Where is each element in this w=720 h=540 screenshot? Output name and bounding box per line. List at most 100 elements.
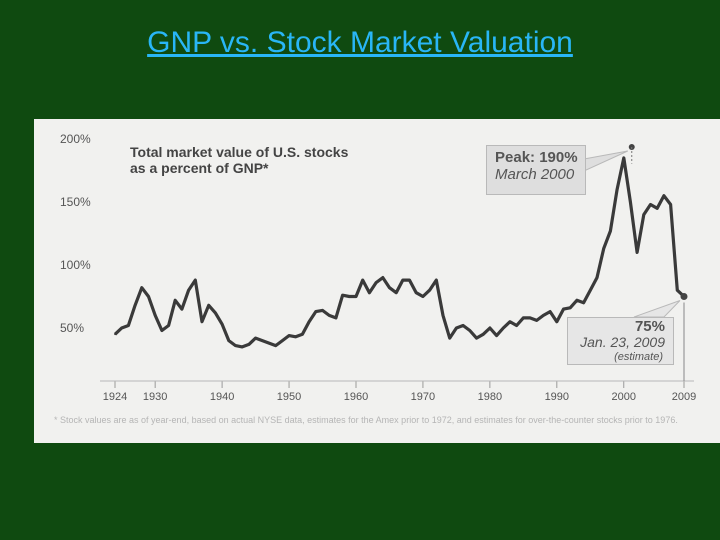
data-point [147, 295, 150, 298]
data-point [201, 320, 203, 323]
latest-callout-note: (estimate) [614, 351, 663, 363]
data-point [602, 247, 605, 250]
data-point [676, 289, 679, 291]
x-tick-label: 1980 [478, 391, 502, 403]
x-tick-label: 1940 [210, 391, 234, 403]
data-point [381, 276, 384, 279]
y-tick-label: 100% [60, 258, 91, 272]
data-point [596, 276, 598, 279]
data-point [221, 323, 223, 326]
chart-title-line-1: Total market value of U.S. stocks [130, 144, 349, 160]
x-axis-ticks: 1924 1930 1940 1950 1960 1970 1980 1990 2000 2009 [103, 381, 696, 403]
x-tick-label: 1930 [143, 391, 167, 403]
data-point [207, 304, 210, 307]
data-point [529, 317, 531, 319]
data-point [509, 320, 511, 323]
data-point [649, 203, 652, 206]
data-point [268, 342, 270, 344]
data-point [542, 314, 545, 317]
data-point [174, 299, 177, 302]
data-point [402, 279, 404, 281]
data-point [468, 329, 471, 332]
data-point [140, 286, 143, 289]
data-point [294, 336, 297, 338]
data-point [214, 312, 217, 314]
data-point [475, 337, 478, 339]
peak-callout: Peak: 190% March 2000 [486, 145, 586, 195]
peak-callout-value: Peak: 190% [495, 149, 578, 166]
data-point [234, 344, 237, 347]
data-point [368, 291, 371, 294]
data-point [428, 289, 431, 291]
x-tick-label: 1970 [411, 391, 435, 403]
data-point [154, 314, 156, 317]
data-point [341, 294, 344, 297]
data-point [328, 314, 331, 317]
data-point [589, 289, 592, 291]
chart-figure: 200% 150% 100% 50% 1924 1930 1940 1950 1960 1970… [34, 119, 720, 443]
data-point [187, 289, 190, 291]
data-point [241, 346, 243, 348]
data-point [375, 281, 377, 284]
data-point [569, 307, 571, 309]
data-point [134, 304, 136, 307]
data-point [194, 279, 197, 281]
data-point [656, 207, 659, 210]
data-point [388, 286, 391, 289]
data-point [442, 314, 444, 317]
data-point [308, 320, 310, 323]
data-point [114, 333, 116, 336]
chart-title: Total market value of U.S. stocks as a p… [130, 144, 430, 176]
chart-svg: 200% 150% 100% 50% 1924 1930 1940 1950 1960 1970… [60, 132, 696, 403]
latest-marker [680, 293, 688, 300]
data-point [448, 337, 451, 339]
data-point [408, 279, 411, 281]
data-point [535, 319, 538, 322]
data-point [335, 317, 337, 319]
data-point [582, 302, 585, 304]
data-point [663, 194, 665, 197]
data-point [248, 343, 250, 346]
data-point [435, 279, 438, 281]
y-tick-label: 150% [60, 195, 91, 209]
data-point [161, 329, 163, 332]
data-point [274, 344, 277, 347]
data-point [288, 334, 290, 337]
data-point [127, 324, 130, 327]
data-point [622, 157, 625, 159]
data-point [609, 230, 612, 232]
data-point [556, 320, 558, 323]
x-tick-label: 2000 [612, 391, 636, 403]
slide-title: GNP vs. Stock Market Valuation [147, 26, 573, 59]
x-tick-label: 1924 [103, 391, 127, 403]
data-point [321, 309, 324, 312]
data-point [355, 295, 357, 298]
x-tick-label: 1950 [277, 391, 301, 403]
data-point [301, 333, 304, 336]
latest-callout: 75% Jan. 23, 2009 (estimate) [567, 317, 674, 365]
data-point [361, 279, 364, 281]
x-tick-label: 1960 [344, 391, 368, 403]
x-tick-label: 2009 [672, 391, 696, 403]
chart-footnote: * Stock values are as of year-end, based… [54, 415, 678, 425]
data-point [549, 310, 551, 313]
data-point [562, 308, 565, 310]
data-point [669, 203, 672, 206]
latest-callout-date: Jan. 23, 2009 [580, 334, 665, 350]
data-point [181, 308, 183, 310]
data-point [348, 295, 351, 298]
data-point [629, 201, 632, 203]
data-point [522, 317, 525, 319]
peak-callout-date: March 2000 [495, 166, 575, 183]
data-point [515, 324, 518, 327]
data-point [482, 333, 484, 336]
data-point [455, 327, 458, 329]
data-point [489, 327, 491, 329]
y-tick-label: 200% [60, 132, 91, 146]
data-point [315, 310, 317, 313]
latest-callout-value: 75% [634, 318, 665, 335]
data-point [502, 327, 505, 329]
data-point [422, 295, 424, 298]
data-point [254, 337, 257, 339]
data-point [281, 339, 284, 342]
